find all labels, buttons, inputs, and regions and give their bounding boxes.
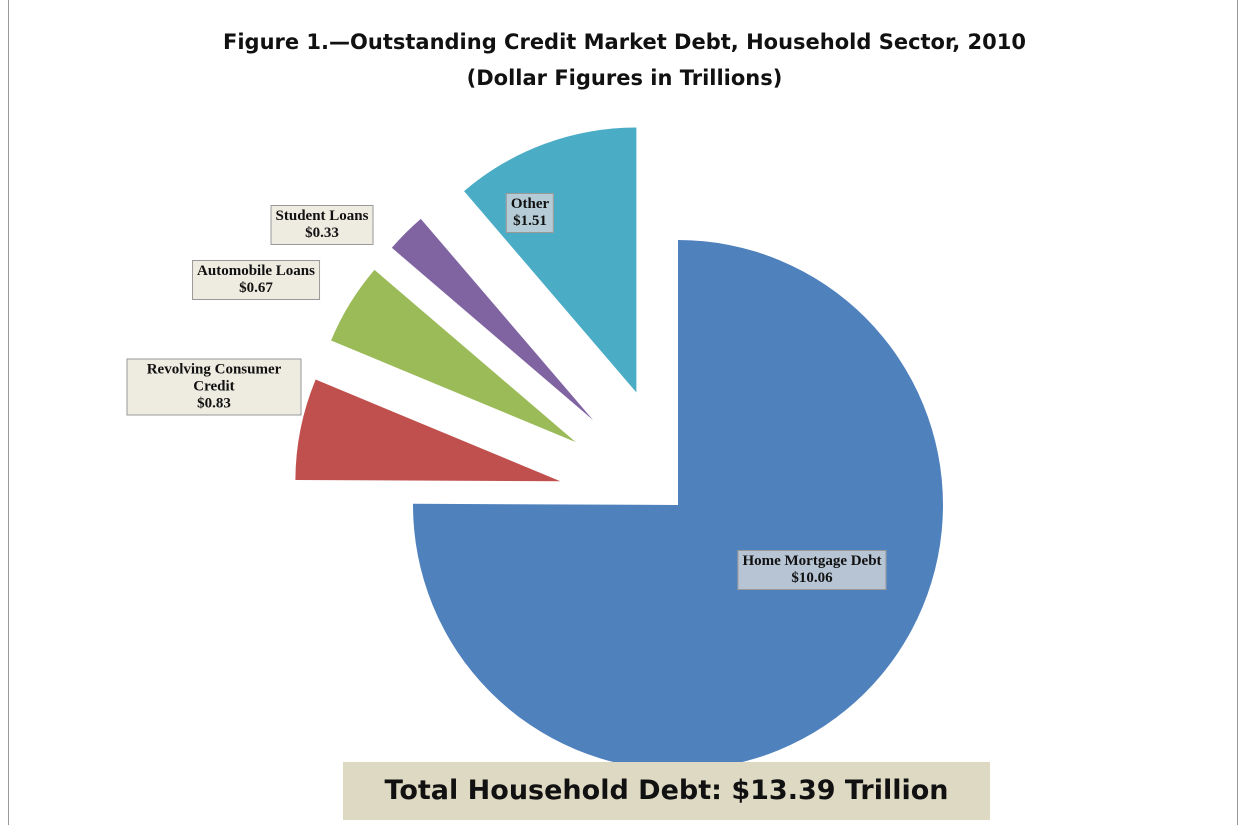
pie-slice — [331, 269, 576, 443]
slice-label: Home Mortgage Debt $10.06 — [737, 550, 887, 590]
slice-value: $10.06 — [791, 570, 833, 586]
chart-subtitle: (Dollar Figures in Trillions) — [466, 66, 783, 90]
slice-name: Home Mortgage Debt — [742, 553, 882, 569]
slice-label: Automobile Loans $0.67 — [192, 260, 320, 300]
slice-label: Student Loans $0.33 — [270, 205, 374, 245]
pie-slice — [295, 379, 561, 482]
frame — [8, 0, 1238, 825]
slice-label: Revolving Consumer Credit $0.83 — [126, 358, 302, 416]
slice-value: $0.83 — [197, 395, 231, 412]
pie-slice — [391, 218, 594, 421]
slice-name: Student Loans — [275, 208, 369, 224]
slice-label: Other $1.51 — [505, 193, 555, 233]
slice-name: Automobile Loans — [197, 263, 315, 279]
slice-name: Revolving Consumer Credit — [146, 361, 282, 395]
slice-value: $1.51 — [513, 213, 547, 229]
slice-name: Other — [510, 196, 550, 212]
pie-slice — [464, 127, 637, 393]
slice-value: $0.33 — [305, 225, 339, 241]
total-annotation: Total Household Debt: $13.39 Trillion — [343, 762, 990, 820]
pie-slice — [413, 240, 943, 770]
slice-value: $0.67 — [239, 280, 273, 296]
chart-title: Figure 1.—Outstanding Credit Market Debt… — [223, 30, 1026, 54]
